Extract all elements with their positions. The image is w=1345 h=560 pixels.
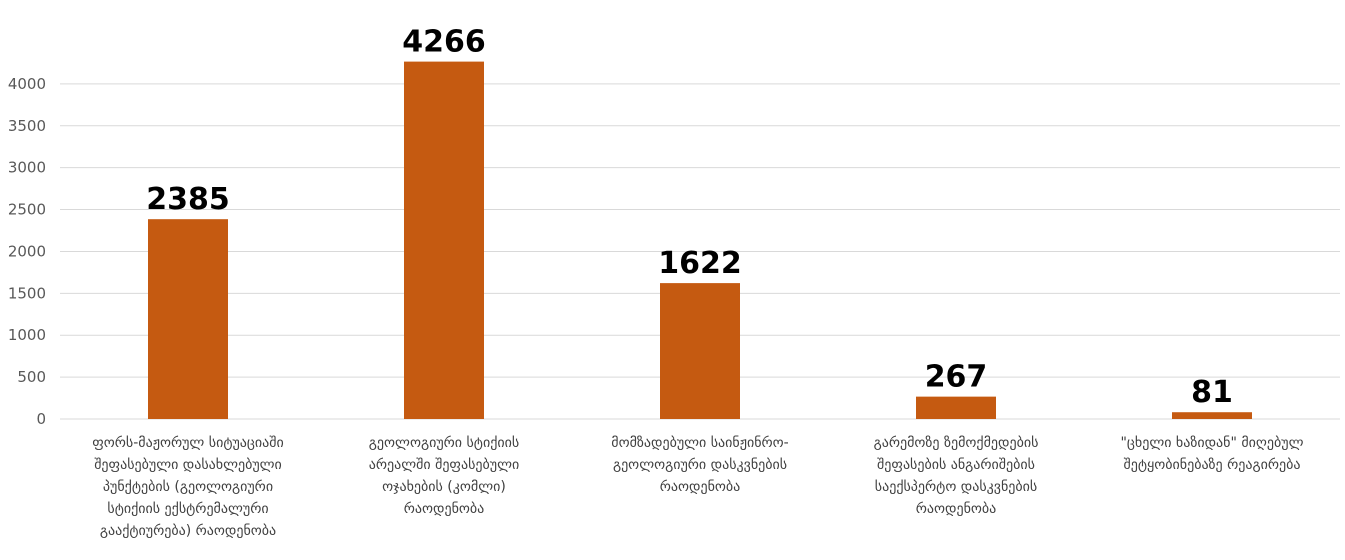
category-label: გეოლოგიური სტიქიის არეალში შეფასებული ოჯახ… bbox=[369, 434, 519, 517]
x-axis-categories: ფორს-მაჟორულ სიტუაციაში შეფასებული დასახლ… bbox=[92, 434, 1303, 539]
y-axis: 0 500 1000 1500 2000 2500 3000 3500 4000 bbox=[8, 75, 1340, 428]
data-label: 1622 bbox=[658, 246, 742, 281]
category-label: "ცხელი ხაზიდან" მიღებულ შეტყობინებაზე რეა… bbox=[1120, 435, 1303, 473]
data-label: 4266 bbox=[402, 25, 486, 60]
y-tick-label: 2000 bbox=[8, 242, 46, 260]
y-tick-label: 1000 bbox=[8, 326, 46, 344]
y-tick-label: 3500 bbox=[8, 117, 46, 135]
y-tick-label: 0 bbox=[36, 410, 46, 428]
bar bbox=[660, 283, 740, 419]
bar bbox=[148, 219, 228, 419]
category-label: ფორს-მაჟორულ სიტუაციაში შეფასებული დასახლ… bbox=[92, 434, 284, 539]
bars bbox=[148, 61, 1252, 419]
data-label: 267 bbox=[925, 360, 988, 395]
y-tick-label: 1500 bbox=[8, 284, 46, 302]
data-labels: 2385 4266 1622 267 81 bbox=[146, 25, 1233, 411]
bar bbox=[404, 61, 484, 419]
y-tick-label: 4000 bbox=[8, 75, 46, 93]
bar bbox=[916, 396, 996, 419]
category-label: მომზადებული საინჟინრო-გეოლოგიური დასკვნე… bbox=[611, 434, 788, 495]
bar bbox=[1172, 412, 1252, 419]
data-label: 2385 bbox=[146, 182, 230, 217]
y-tick-label: 3000 bbox=[8, 159, 46, 177]
y-tick-label: 500 bbox=[17, 368, 46, 386]
category-label: გარემოზე ზემოქმედების შეფასების ანგარიშებ… bbox=[874, 434, 1039, 517]
y-tick-label: 2500 bbox=[8, 201, 46, 219]
data-label: 81 bbox=[1191, 375, 1233, 410]
